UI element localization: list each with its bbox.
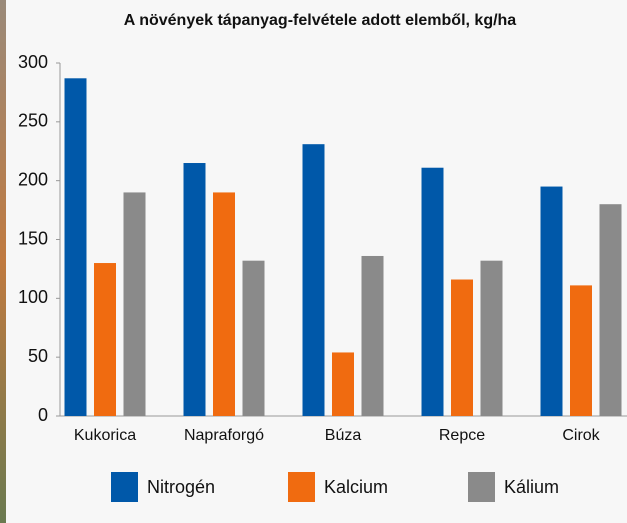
x-tick-label: Cirok [562,427,600,444]
bar [302,144,325,416]
legend-label: Kalcium [324,477,388,497]
legend-swatch [288,472,315,502]
y-tick-label: 250 [18,111,48,131]
legend-label: Nitrogén [147,477,215,497]
bar [183,163,206,416]
bar [64,78,87,417]
bar [599,204,622,416]
bar [361,255,384,416]
bar [540,186,563,416]
bar [123,192,146,416]
y-tick-label: 300 [18,52,48,72]
x-tick-label: Kukorica [74,427,136,444]
bar [213,192,235,416]
y-tick-label: 0 [38,405,48,425]
x-tick-label: Napraforgó [184,427,264,444]
x-tick-label: Repce [439,427,485,444]
legend-label: Kálium [504,477,559,497]
legend-swatch [111,472,138,502]
bar [480,260,503,416]
legend-swatch [468,472,495,502]
y-tick-label: 50 [28,346,48,366]
y-tick-label: 100 [18,287,48,307]
bar [451,279,473,416]
bar [242,260,265,416]
bar [421,167,444,416]
bar [570,285,592,416]
background-strip [0,0,6,523]
y-tick-label: 150 [18,228,48,248]
y-tick-label: 200 [18,169,48,189]
x-tick-label: Búza [325,427,362,444]
chart-title: A növények tápanyag-felvétele adott elem… [124,12,517,29]
bar [94,263,116,416]
bar [332,352,354,416]
